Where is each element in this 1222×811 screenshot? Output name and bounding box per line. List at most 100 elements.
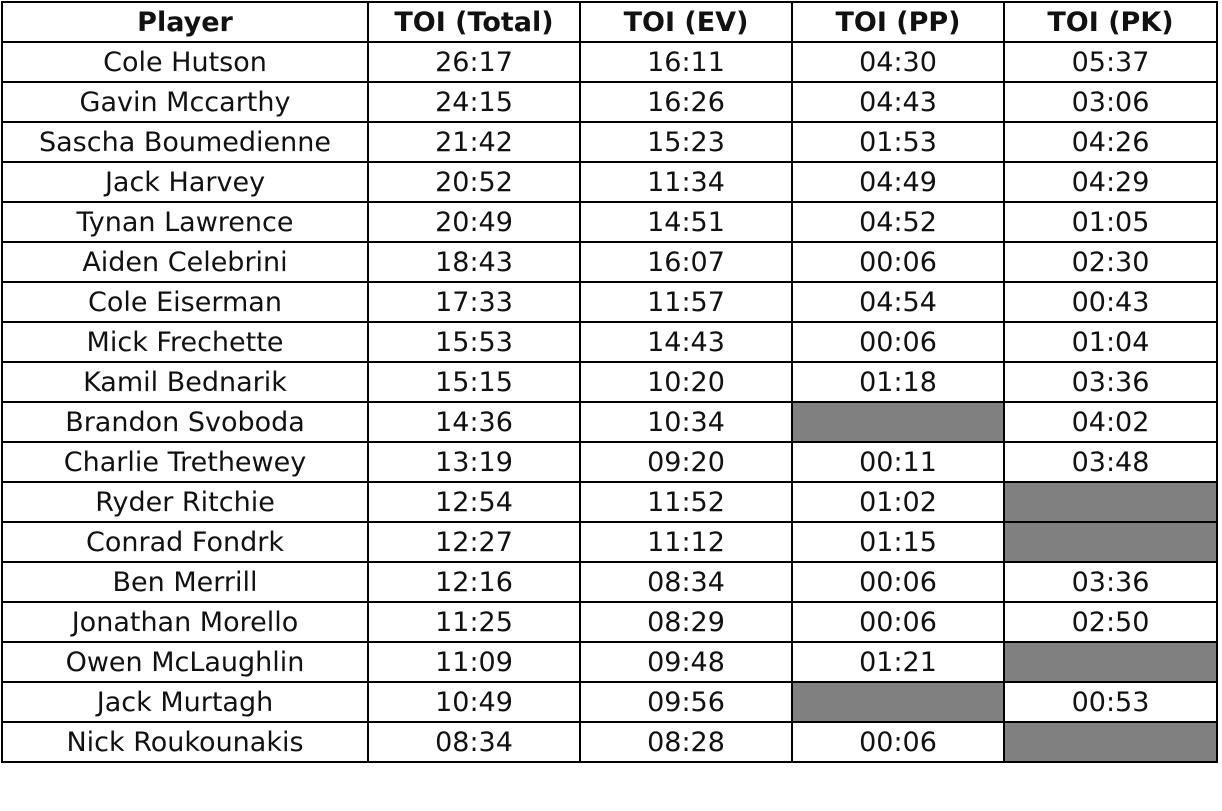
table-body: Cole Hutson 26:17 16:11 04:30 05:37 Gavin Mcc… bbox=[1, 41, 1218, 763]
column-header: TOI (PK) bbox=[1003, 1, 1218, 43]
toi-table: Player TOI (Total) TOI (EV) TOI (PP) TOI (PK… bbox=[1, 1, 1218, 763]
toi-cell: 04:54 bbox=[791, 281, 1005, 323]
toi-cell: 21:42 bbox=[367, 121, 581, 163]
toi-cell: 15:23 bbox=[579, 121, 793, 163]
table-row: Nick Roukounakis 08:34 08:28 00:06 bbox=[1, 721, 1218, 763]
toi-cell: 11:25 bbox=[367, 601, 581, 643]
toi-cell: 09:56 bbox=[579, 681, 793, 723]
empty-cell bbox=[791, 401, 1005, 443]
table-row: Ryder Ritchie 12:54 11:52 01:02 bbox=[1, 481, 1218, 523]
toi-cell: 08:29 bbox=[579, 601, 793, 643]
table-row: Charlie Trethewey 13:19 09:20 00:11 03:48 bbox=[1, 441, 1218, 483]
empty-cell bbox=[791, 681, 1005, 723]
player-cell: Owen McLaughlin bbox=[1, 641, 369, 683]
toi-cell: 00:11 bbox=[791, 441, 1005, 483]
toi-cell: 00:06 bbox=[791, 241, 1005, 283]
toi-cell: 11:34 bbox=[579, 161, 793, 203]
toi-cell: 03:06 bbox=[1003, 81, 1218, 123]
toi-cell: 16:26 bbox=[579, 81, 793, 123]
toi-cell: 10:49 bbox=[367, 681, 581, 723]
table-row: Tynan Lawrence 20:49 14:51 04:52 01:05 bbox=[1, 201, 1218, 243]
empty-cell bbox=[1003, 641, 1218, 683]
table-row: Cole Eiserman 17:33 11:57 04:54 00:43 bbox=[1, 281, 1218, 323]
table-row: Cole Hutson 26:17 16:11 04:30 05:37 bbox=[1, 41, 1218, 83]
toi-cell: 15:15 bbox=[367, 361, 581, 403]
toi-cell: 01:18 bbox=[791, 361, 1005, 403]
toi-cell: 24:15 bbox=[367, 81, 581, 123]
column-header: TOI (PP) bbox=[791, 1, 1005, 43]
player-cell: Tynan Lawrence bbox=[1, 201, 369, 243]
column-header: Player bbox=[1, 1, 369, 43]
player-cell: Ryder Ritchie bbox=[1, 481, 369, 523]
toi-cell: 16:11 bbox=[579, 41, 793, 83]
toi-cell: 09:20 bbox=[579, 441, 793, 483]
toi-cell: 11:52 bbox=[579, 481, 793, 523]
toi-cell: 18:43 bbox=[367, 241, 581, 283]
toi-cell: 00:06 bbox=[791, 721, 1005, 763]
toi-cell: 01:05 bbox=[1003, 201, 1218, 243]
toi-cell: 14:51 bbox=[579, 201, 793, 243]
toi-cell: 04:52 bbox=[791, 201, 1005, 243]
toi-cell: 04:29 bbox=[1003, 161, 1218, 203]
toi-cell: 00:53 bbox=[1003, 681, 1218, 723]
toi-cell: 05:37 bbox=[1003, 41, 1218, 83]
player-cell: Jack Harvey bbox=[1, 161, 369, 203]
table-row: Owen McLaughlin 11:09 09:48 01:21 bbox=[1, 641, 1218, 683]
toi-cell: 04:49 bbox=[791, 161, 1005, 203]
toi-cell: 10:20 bbox=[579, 361, 793, 403]
column-header: TOI (Total) bbox=[367, 1, 581, 43]
toi-cell: 00:43 bbox=[1003, 281, 1218, 323]
toi-cell: 11:57 bbox=[579, 281, 793, 323]
empty-cell bbox=[1003, 721, 1218, 763]
toi-cell: 04:43 bbox=[791, 81, 1005, 123]
table-row: Brandon Svoboda 14:36 10:34 04:02 bbox=[1, 401, 1218, 443]
player-cell: Sascha Boumedienne bbox=[1, 121, 369, 163]
toi-cell: 15:53 bbox=[367, 321, 581, 363]
player-cell: Nick Roukounakis bbox=[1, 721, 369, 763]
toi-cell: 09:48 bbox=[579, 641, 793, 683]
toi-cell: 20:52 bbox=[367, 161, 581, 203]
table-row: Gavin Mccarthy 24:15 16:26 04:43 03:06 bbox=[1, 81, 1218, 123]
empty-cell bbox=[1003, 521, 1218, 563]
toi-cell: 03:36 bbox=[1003, 561, 1218, 603]
player-cell: Cole Eiserman bbox=[1, 281, 369, 323]
player-cell: Gavin Mccarthy bbox=[1, 81, 369, 123]
toi-cell: 10:34 bbox=[579, 401, 793, 443]
toi-cell: 13:19 bbox=[367, 441, 581, 483]
toi-cell: 17:33 bbox=[367, 281, 581, 323]
toi-cell: 11:12 bbox=[579, 521, 793, 563]
toi-cell: 00:06 bbox=[791, 561, 1005, 603]
player-cell: Conrad Fondrk bbox=[1, 521, 369, 563]
toi-cell: 00:06 bbox=[791, 601, 1005, 643]
toi-cell: 08:34 bbox=[579, 561, 793, 603]
toi-cell: 14:36 bbox=[367, 401, 581, 443]
toi-cell: 04:26 bbox=[1003, 121, 1218, 163]
toi-cell: 12:27 bbox=[367, 521, 581, 563]
toi-cell: 20:49 bbox=[367, 201, 581, 243]
column-header: TOI (EV) bbox=[579, 1, 793, 43]
toi-cell: 01:15 bbox=[791, 521, 1005, 563]
toi-cell: 01:21 bbox=[791, 641, 1005, 683]
table-row: Jonathan Morello 11:25 08:29 00:06 02:50 bbox=[1, 601, 1218, 643]
player-cell: Ben Merrill bbox=[1, 561, 369, 603]
player-cell: Jonathan Morello bbox=[1, 601, 369, 643]
player-cell: Cole Hutson bbox=[1, 41, 369, 83]
table-row: Aiden Celebrini 18:43 16:07 00:06 02:30 bbox=[1, 241, 1218, 283]
player-cell: Brandon Svoboda bbox=[1, 401, 369, 443]
table-row: Mick Frechette 15:53 14:43 00:06 01:04 bbox=[1, 321, 1218, 363]
table-row: Ben Merrill 12:16 08:34 00:06 03:36 bbox=[1, 561, 1218, 603]
toi-cell: 01:04 bbox=[1003, 321, 1218, 363]
player-cell: Kamil Bednarik bbox=[1, 361, 369, 403]
toi-cell: 04:30 bbox=[791, 41, 1005, 83]
player-cell: Jack Murtagh bbox=[1, 681, 369, 723]
player-cell: Charlie Trethewey bbox=[1, 441, 369, 483]
player-cell: Mick Frechette bbox=[1, 321, 369, 363]
toi-cell: 01:02 bbox=[791, 481, 1005, 523]
toi-cell: 11:09 bbox=[367, 641, 581, 683]
table-row: Conrad Fondrk 12:27 11:12 01:15 bbox=[1, 521, 1218, 563]
player-cell: Aiden Celebrini bbox=[1, 241, 369, 283]
toi-cell: 12:54 bbox=[367, 481, 581, 523]
toi-cell: 03:36 bbox=[1003, 361, 1218, 403]
toi-cell: 12:16 bbox=[367, 561, 581, 603]
